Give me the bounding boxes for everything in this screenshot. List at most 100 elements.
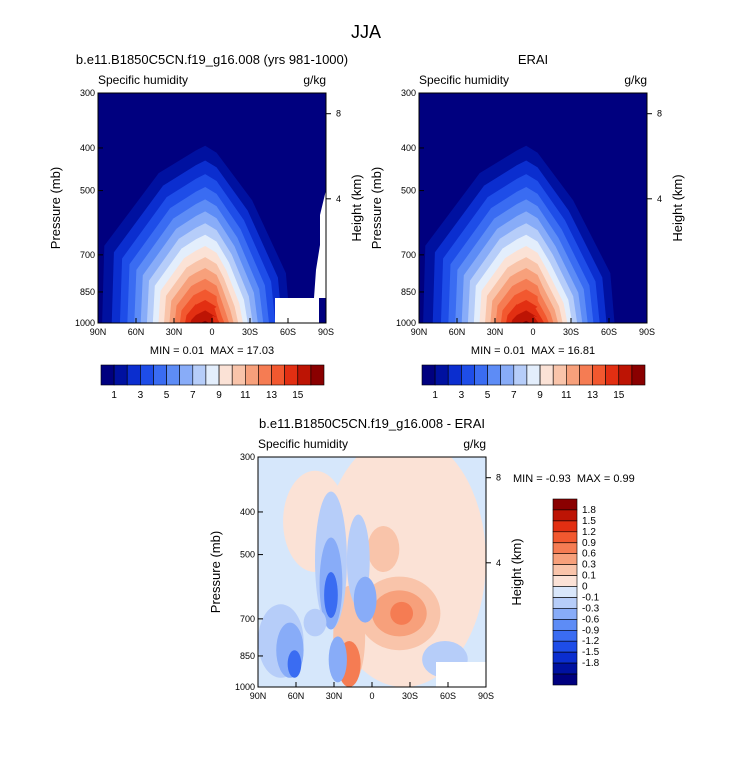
colorbar-swatch bbox=[552, 542, 578, 554]
colorbar-swatch bbox=[166, 364, 181, 386]
y-tick-label: 700 bbox=[401, 250, 416, 260]
y-tick-label: 300 bbox=[240, 452, 255, 462]
colorbar-swatch bbox=[579, 364, 593, 386]
colorbar-label: 13 bbox=[266, 390, 278, 401]
colorbar-swatch bbox=[461, 364, 475, 386]
panel-variable-label: Specific humidity bbox=[98, 73, 188, 87]
axes: 90N 60N 30N 0 30S 60S 90S 300 400 500 700 850 1000 8 4… bbox=[208, 452, 524, 701]
x-tick-label: 90N bbox=[90, 327, 107, 337]
panel-variable-label: Specific humidity bbox=[258, 437, 348, 451]
panel-units-label: g/kg bbox=[303, 73, 326, 87]
contour-field bbox=[98, 93, 326, 323]
height-tick-label: 8 bbox=[336, 109, 341, 119]
colorbar-swatch bbox=[192, 364, 207, 386]
x-tick-label: 0 bbox=[369, 691, 374, 701]
height-tick-label: 8 bbox=[496, 473, 501, 483]
colorbar-label: 11 bbox=[561, 390, 572, 401]
colorbar-swatch bbox=[487, 364, 502, 386]
colorbar: 1 3 5 7 9 11 13 15 bbox=[100, 364, 325, 401]
height-tick-label: 4 bbox=[496, 558, 501, 568]
min-max-readout: MIN = 0.01 MAX = 16.81 bbox=[471, 345, 595, 357]
colorbar-swatch bbox=[271, 364, 285, 386]
contour-band bbox=[198, 320, 211, 323]
colorbar-swatch bbox=[565, 364, 580, 386]
x-tick-label: 0 bbox=[209, 327, 214, 337]
x-tick-label: 30N bbox=[487, 327, 504, 337]
y-tick-label: 500 bbox=[401, 186, 416, 196]
height-tick-label: 8 bbox=[657, 109, 662, 119]
colorbar-swatch bbox=[100, 364, 115, 386]
y-axis-title: Pressure (mb) bbox=[48, 167, 63, 249]
y-tick-label: 850 bbox=[80, 287, 95, 297]
contour-band bbox=[390, 601, 414, 625]
x-tick-label: 90S bbox=[478, 691, 494, 701]
y-tick-label: 500 bbox=[80, 186, 95, 196]
y-tick-label: 850 bbox=[401, 287, 416, 297]
y-tick-label: 400 bbox=[240, 507, 255, 517]
colorbar-swatch bbox=[126, 364, 141, 386]
colorbar-swatch bbox=[297, 364, 312, 386]
colorbar-label: 3 bbox=[459, 390, 465, 401]
y-tick-label: 400 bbox=[80, 143, 95, 153]
colorbar-label: 13 bbox=[587, 390, 599, 401]
colorbar-swatch bbox=[552, 629, 578, 642]
colorbar-swatch bbox=[284, 364, 299, 386]
x-tick-label: 30N bbox=[326, 691, 343, 701]
colorbar-label: 1.2 bbox=[582, 527, 596, 538]
colorbar-label: 7 bbox=[190, 390, 196, 401]
colorbar-swatch bbox=[552, 520, 578, 533]
panel-difference: b.e11.B1850C5CN.f19_g16.008 - ERAI Speci… bbox=[208, 416, 635, 701]
colorbar-swatch bbox=[231, 364, 246, 386]
colorbar-swatch bbox=[447, 364, 462, 386]
x-tick-label: 60N bbox=[288, 691, 305, 701]
colorbar-swatch bbox=[552, 553, 578, 565]
missing-data-mask bbox=[275, 298, 319, 323]
y-axis-title: Pressure (mb) bbox=[369, 167, 384, 249]
colorbar-swatch bbox=[552, 662, 578, 675]
x-tick-label: 60S bbox=[280, 327, 296, 337]
colorbar: 1 3 5 7 9 11 13 15 bbox=[421, 364, 646, 401]
colorbar-swatch bbox=[552, 597, 578, 609]
colorbar-swatch bbox=[153, 364, 167, 386]
colorbar-swatch bbox=[552, 564, 578, 576]
colorbar-swatch bbox=[552, 673, 578, 686]
colorbar-swatch bbox=[552, 575, 578, 587]
x-tick-label: 0 bbox=[530, 327, 535, 337]
colorbar-label: 5 bbox=[164, 390, 170, 401]
x-tick-label: 60N bbox=[128, 327, 145, 337]
colorbar-swatch bbox=[618, 364, 633, 386]
x-tick-label: 90S bbox=[318, 327, 334, 337]
colorbar-swatch bbox=[310, 364, 325, 386]
y-tick-label: 300 bbox=[80, 88, 95, 98]
axes: 90N 60N 30N 0 30S 60S 90S 300 400 500 700 850 1000 8 4… bbox=[369, 88, 685, 337]
colorbar-swatch bbox=[526, 364, 541, 386]
panel-units-label: g/kg bbox=[624, 73, 647, 87]
colorbar-swatch bbox=[552, 364, 567, 386]
x-tick-label: 90N bbox=[250, 691, 267, 701]
colorbar-label: 9 bbox=[537, 390, 543, 401]
y-tick-label: 500 bbox=[240, 550, 255, 560]
contour-band bbox=[328, 636, 347, 683]
colorbar-label: 1 bbox=[432, 390, 438, 401]
colorbar-label: -0.6 bbox=[582, 614, 600, 625]
panel-title: b.e11.B1850C5CN.f19_g16.008 (yrs 981-100… bbox=[76, 52, 348, 67]
colorbar-swatch bbox=[218, 364, 233, 386]
height-tick-label: 4 bbox=[336, 194, 341, 204]
colorbar-swatch bbox=[140, 364, 154, 386]
colorbar-label: 1.8 bbox=[582, 505, 596, 516]
panel-variable-label: Specific humidity bbox=[419, 73, 509, 87]
contour-band bbox=[190, 310, 217, 323]
axes: 90N 60N 30N 0 30S 60S 90S 300 400 500 700 850 1000 8 4… bbox=[48, 88, 364, 337]
colorbar-swatch bbox=[552, 651, 578, 664]
colorbar-label: 11 bbox=[240, 390, 251, 401]
contour-band bbox=[303, 608, 327, 637]
y-tick-label: 1000 bbox=[235, 682, 255, 692]
colorbar-label: 3 bbox=[138, 390, 144, 401]
colorbar-label: 0.9 bbox=[582, 538, 596, 549]
colorbar-label: 15 bbox=[292, 390, 304, 401]
x-tick-label: 90N bbox=[411, 327, 428, 337]
colorbar-label: 0.1 bbox=[582, 571, 596, 582]
colorbar-swatch bbox=[552, 531, 578, 543]
height-tick-label: 4 bbox=[657, 194, 662, 204]
colorbar-label: -1.8 bbox=[582, 658, 600, 669]
